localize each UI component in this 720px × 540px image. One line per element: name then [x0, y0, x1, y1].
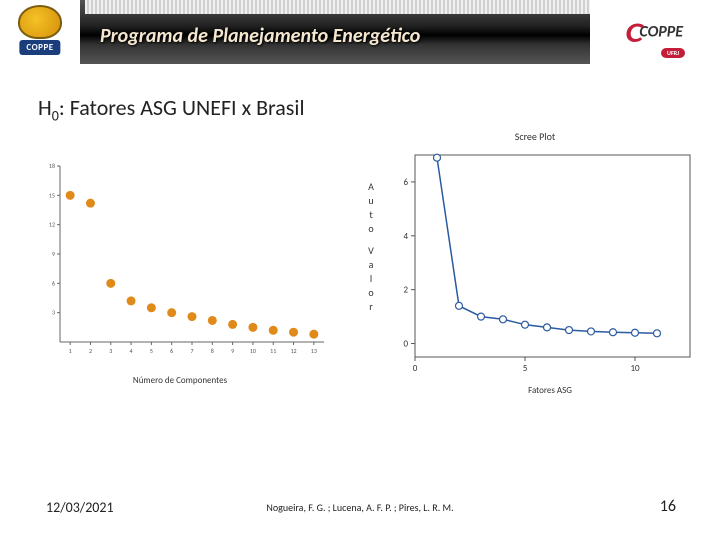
svg-text:6: 6: [403, 177, 408, 188]
svg-text:15: 15: [49, 191, 55, 199]
chart-left: 36912151812345678910111213 Número de Com…: [30, 130, 350, 430]
left-logo-text: COPPE: [19, 40, 60, 55]
footer-authors: Nogueira, F. G. ; Lucena, A. F. P. ; Pir…: [0, 501, 720, 514]
footer-page-number: 16: [660, 497, 676, 516]
chart2-ylabel: AutoValor: [366, 180, 376, 314]
svg-text:6: 6: [170, 347, 173, 355]
svg-text:1: 1: [69, 347, 72, 355]
svg-text:6: 6: [52, 279, 55, 287]
svg-text:0: 0: [413, 363, 418, 374]
chart1-xlabel: Número de Componentes: [30, 375, 330, 386]
svg-text:3: 3: [52, 309, 55, 317]
svg-text:10: 10: [630, 363, 640, 374]
chart2-title: Scree Plot: [370, 130, 700, 143]
svg-text:5: 5: [523, 363, 528, 374]
svg-text:4: 4: [403, 231, 408, 242]
title-prefix: H: [38, 94, 52, 121]
coppe-badge-icon: COPPE: [10, 5, 70, 59]
svg-text:3: 3: [109, 347, 112, 355]
right-logo-text: COPPE: [639, 22, 683, 41]
chart-right: Scree Plot 02460510 AutoValor Fatores AS…: [370, 130, 690, 430]
svg-text:9: 9: [231, 347, 234, 355]
scree-line-chart: 0 2 4 6 0 5 10: [370, 145, 700, 385]
logo-right: CCOPPE UFRJ: [590, 0, 720, 64]
charts-row: 36912151812345678910111213 Número de Com…: [30, 130, 690, 430]
svg-text:18: 18: [49, 162, 55, 170]
svg-text:8: 8: [211, 347, 214, 355]
svg-text:5: 5: [150, 347, 153, 355]
slide-title: H0: Fatores ASG UNEFI x Brasil: [38, 94, 305, 124]
coppe-logo-icon: CCOPPE UFRJ: [627, 15, 683, 50]
svg-text:2: 2: [403, 285, 408, 296]
svg-text:12: 12: [290, 347, 296, 355]
logo-left: COPPE: [0, 0, 80, 64]
svg-text:10: 10: [250, 347, 256, 355]
svg-text:11: 11: [270, 347, 276, 355]
title-rest: : Fatores ASG UNEFI x Brasil: [59, 94, 305, 121]
svg-text:12: 12: [49, 221, 55, 229]
svg-text:2: 2: [89, 347, 92, 355]
svg-text:4: 4: [130, 347, 133, 355]
svg-text:9: 9: [52, 250, 55, 258]
header-ornament: [85, 0, 635, 14]
svg-text:7: 7: [190, 347, 193, 355]
title-subscript: 0: [52, 107, 59, 124]
svg-text:13: 13: [311, 347, 317, 355]
right-logo-sub: UFRJ: [661, 48, 685, 58]
svg-text:0: 0: [403, 339, 408, 350]
chart2-xlabel: Fatores ASG: [410, 385, 690, 396]
header-title: Programa de Planejamento Energético: [100, 24, 420, 48]
scree-scatter-chart: 36912151812345678910111213: [30, 160, 330, 370]
slide-header: COPPE Programa de Planejamento Energétic…: [0, 0, 720, 64]
